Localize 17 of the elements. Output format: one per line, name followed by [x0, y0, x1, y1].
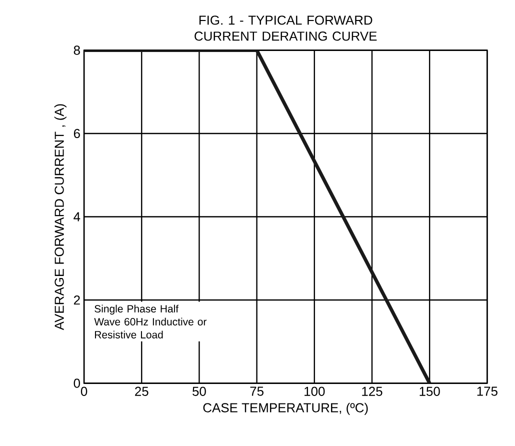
chart-title: FIG. 1 - TYPICAL FORWARD CURRENT DERATING CURVE [194, 16, 377, 41]
annotation: Single Phase Half Wave 60Hz Inductive or Resistive Load [94, 304, 207, 338]
x-tick-label: 50 [192, 386, 206, 396]
y-tick-label: 4 [74, 212, 80, 222]
x-tick-label: 75 [250, 386, 264, 396]
y-axis-title: AVERAGE FORWARD CURRENT , (A) [54, 104, 66, 330]
x-tick-label: 25 [135, 386, 148, 396]
y-tick-label: 8 [74, 46, 80, 55]
y-tick-label: 0 [74, 378, 80, 388]
x-tick-label: 150 [420, 386, 440, 396]
y-tick-label: 2 [74, 295, 80, 305]
x-axis-title: CASE TEMPERATURE, (ºC) [203, 402, 368, 415]
x-tick-label: 175 [477, 386, 498, 396]
x-tick-label: 125 [362, 386, 382, 396]
x-tick-label: 0 [80, 386, 88, 396]
x-tick-label: 100 [304, 386, 325, 396]
y-tick-label: 6 [74, 128, 80, 138]
